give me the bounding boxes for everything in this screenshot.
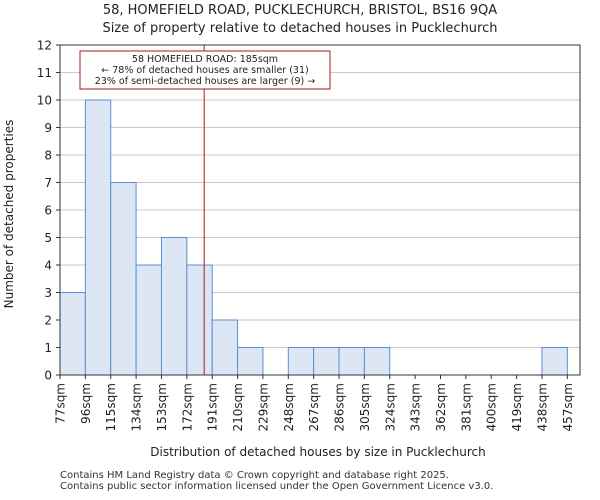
y-tick-label-9: 9 (44, 121, 52, 135)
bar-153sqm (160, 237, 188, 376)
bar-210sqm (237, 347, 264, 376)
chart-title: 58, HOMEFIELD ROAD, PUCKLECHURCH, BRISTO… (102, 3, 498, 18)
x-tick-label-2: 115sqm (104, 383, 118, 431)
x-tick-label-11: 286sqm (333, 383, 347, 431)
y-tick-label-5: 5 (44, 231, 52, 245)
chart-subtitle: Size of property relative to detached ho… (102, 21, 498, 36)
x-tick-label-19: 438sqm (535, 383, 549, 431)
bars (59, 99, 568, 376)
y-tick-label-11: 11 (37, 66, 52, 80)
x-axis-label: Distribution of detached houses by size … (150, 445, 485, 459)
x-tick-label-16: 381sqm (459, 383, 473, 431)
x-tick-label-10: 267sqm (307, 383, 321, 431)
x-tick-label-1: 96sqm (79, 383, 93, 424)
bar-286sqm (338, 347, 365, 376)
bar-115sqm (110, 182, 137, 376)
x-axis: 77sqm 96sqm 115sqm 134sqm 153sqm 172sqm 191sqm… (54, 375, 575, 431)
y-tick-label-2: 2 (44, 314, 52, 328)
x-tick-label-4: 153sqm (155, 383, 169, 431)
bar-172sqm (186, 264, 213, 376)
annotation-box: 58 HOMEFIELD ROAD: 185sqm ← 78% of detac… (79, 50, 331, 90)
x-tick-label-0: 77sqm (54, 383, 68, 424)
bar-438sqm (541, 347, 568, 376)
footer-line-1: Contains HM Land Registry data © Crown c… (60, 470, 449, 481)
y-tick-label-3: 3 (44, 286, 52, 300)
bar-134sqm (135, 264, 162, 376)
x-tick-label-13: 324sqm (383, 383, 397, 431)
y-tick-label-0: 0 (44, 369, 52, 383)
x-tick-label-8: 229sqm (256, 383, 270, 431)
x-tick-label-18: 419sqm (510, 383, 524, 431)
y-tick-label-10: 10 (37, 94, 52, 108)
y-axis-label: Number of detached properties (2, 120, 16, 309)
annotation-border (79, 50, 331, 90)
bar-96sqm (84, 99, 112, 376)
x-tick-label-6: 191sqm (206, 383, 220, 431)
annotation-line-2: ← 78% of detached houses are smaller (31… (101, 65, 308, 76)
y-tick-label-1: 1 (44, 341, 52, 355)
x-tick-label-5: 172sqm (180, 383, 194, 431)
x-tick-label-17: 400sqm (485, 383, 499, 431)
y-tick-label-4: 4 (44, 259, 52, 273)
footer: Contains HM Land Registry data © Crown c… (60, 470, 493, 492)
y-tick-label-6: 6 (44, 204, 52, 218)
bar-267sqm (313, 347, 340, 376)
annotation-line-3: 23% of semi-detached houses are larger (… (95, 76, 315, 87)
x-tick-label-7: 210sqm (231, 383, 245, 431)
x-tick-label-9: 248sqm (282, 383, 296, 431)
y-tick-label-12: 12 (37, 39, 52, 53)
y-tick-label-7: 7 (44, 176, 52, 190)
x-tick-label-15: 362sqm (434, 383, 448, 431)
y-tick-label-8: 8 (44, 149, 52, 163)
x-tick-label-12: 305sqm (358, 383, 372, 431)
x-tick-label-14: 343sqm (409, 383, 423, 431)
footer-line-2: Contains public sector information licen… (60, 481, 494, 492)
x-tick-label-20: 457sqm (561, 383, 575, 431)
x-tick-label-3: 134sqm (130, 383, 144, 431)
bar-305sqm (363, 347, 391, 376)
bar-191sqm (211, 319, 239, 376)
bar-248sqm (287, 347, 315, 376)
annotation-line-1: 58 HOMEFIELD ROAD: 185sqm (132, 54, 278, 65)
title-block: 58, HOMEFIELD ROAD, PUCKLECHURCH, BRISTO… (0, 2, 600, 38)
bar-77sqm (59, 292, 86, 376)
